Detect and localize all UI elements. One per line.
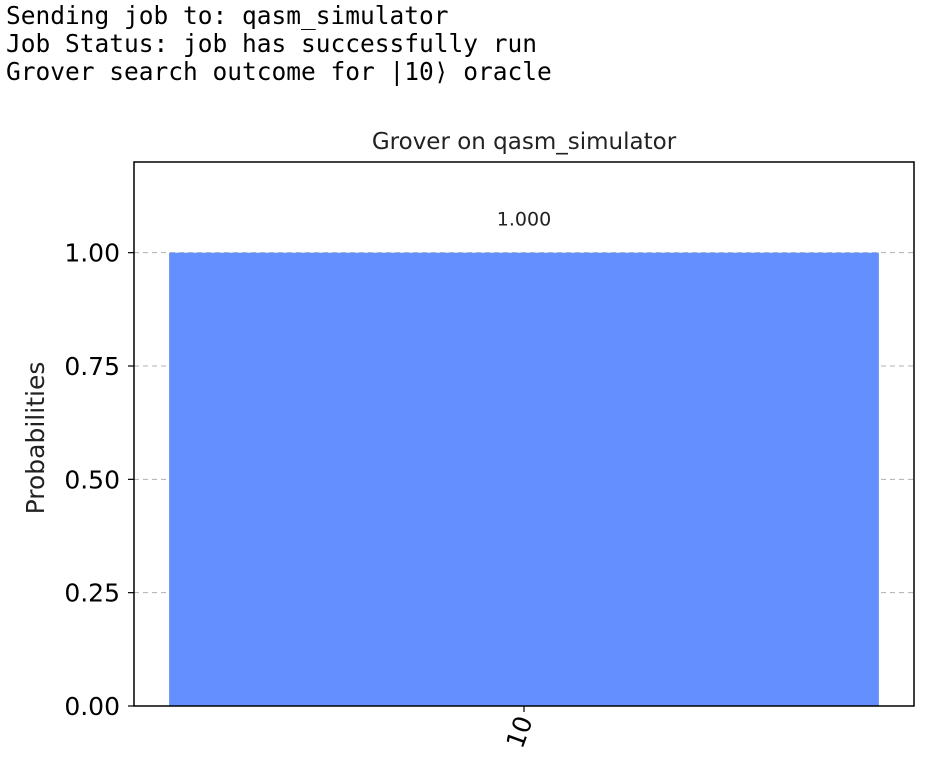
y-tick-label: 0.50	[64, 465, 120, 494]
y-axis-label: Probabilities	[21, 362, 50, 515]
y-tick-label: 0.75	[64, 352, 120, 381]
console-line-outcome: Grover search outcome for |10⟩ oracle	[6, 57, 552, 86]
y-tick-label: 0.00	[64, 692, 120, 721]
console-output: Sending job to: qasm_simulator Job Statu…	[6, 2, 552, 86]
bars	[169, 252, 879, 706]
console-line-status: Job Status: job has successfully run	[6, 29, 538, 58]
x-ticks: 10	[501, 706, 539, 752]
chart-title: Grover on qasm_simulator	[372, 129, 677, 155]
y-tick-label: 1.00	[64, 239, 120, 268]
y-tick-label: 0.25	[64, 579, 120, 608]
bar-10	[169, 252, 879, 706]
bar-value-labels: 1.000	[497, 209, 551, 231]
bar-value-label: 1.000	[497, 209, 551, 231]
y-ticks: 0.00 0.25 0.50 0.75 1.00	[64, 239, 134, 721]
console-line-send: Sending job to: qasm_simulator	[6, 1, 449, 30]
x-tick-label: 10	[501, 712, 539, 752]
